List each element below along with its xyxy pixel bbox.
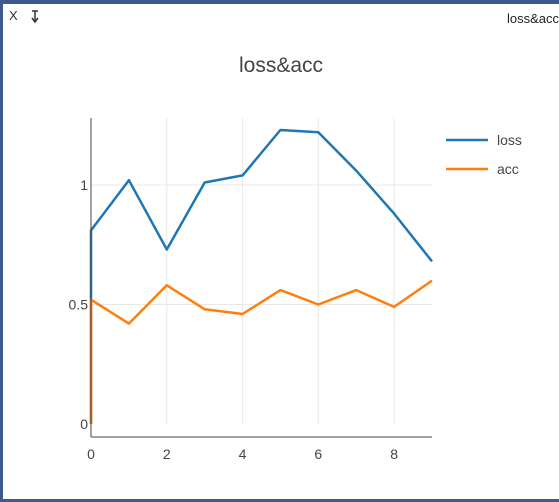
legend-label-loss: loss bbox=[497, 132, 522, 148]
series-line-acc bbox=[89, 279, 433, 424]
y-tick-label: 0.5 bbox=[69, 296, 89, 312]
y-axis-ticks: 00.51 bbox=[69, 177, 89, 432]
close-button[interactable]: X bbox=[9, 8, 18, 23]
x-tick-label: 0 bbox=[87, 446, 95, 462]
pane-header: X loss&acc bbox=[0, 4, 559, 30]
legend-label-acc: acc bbox=[497, 161, 519, 177]
series-layer bbox=[89, 128, 433, 424]
x-tick-label: 6 bbox=[314, 446, 322, 462]
x-tick-label: 8 bbox=[390, 446, 398, 462]
y-tick-label: 1 bbox=[80, 177, 88, 193]
download-arrow-icon[interactable] bbox=[30, 10, 40, 24]
x-tick-label: 2 bbox=[163, 446, 171, 462]
chart-title: loss&acc bbox=[239, 54, 323, 77]
x-axis-ticks: 0 2 4 6 8 bbox=[87, 446, 398, 462]
y-tick-label: 0 bbox=[80, 416, 88, 432]
x-tick-label: 4 bbox=[239, 446, 247, 462]
legend: loss acc bbox=[446, 132, 522, 177]
grid-lines bbox=[91, 118, 432, 424]
pane-title: loss&acc bbox=[506, 11, 559, 26]
series-line-loss bbox=[89, 128, 433, 424]
